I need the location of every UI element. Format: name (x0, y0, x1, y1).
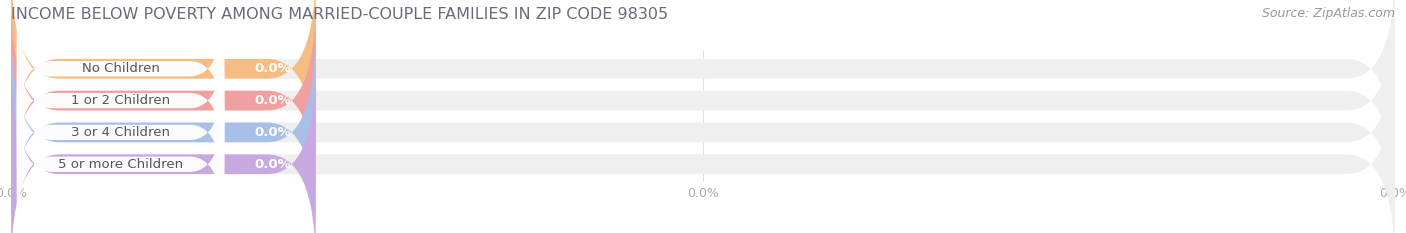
FancyBboxPatch shape (11, 63, 315, 233)
Text: INCOME BELOW POVERTY AMONG MARRIED-COUPLE FAMILIES IN ZIP CODE 98305: INCOME BELOW POVERTY AMONG MARRIED-COUPL… (11, 7, 668, 22)
FancyBboxPatch shape (11, 0, 315, 202)
Text: No Children: No Children (82, 62, 159, 75)
Text: 3 or 4 Children: 3 or 4 Children (72, 126, 170, 139)
Text: 0.0%: 0.0% (254, 126, 291, 139)
FancyBboxPatch shape (11, 63, 1395, 233)
Text: 5 or more Children: 5 or more Children (58, 158, 183, 171)
FancyBboxPatch shape (11, 0, 1395, 170)
FancyBboxPatch shape (11, 31, 1395, 233)
FancyBboxPatch shape (17, 0, 225, 141)
FancyBboxPatch shape (11, 0, 315, 170)
Text: 0.0%: 0.0% (254, 62, 291, 75)
FancyBboxPatch shape (17, 29, 225, 172)
Text: 0.0%: 0.0% (254, 158, 291, 171)
Text: 1 or 2 Children: 1 or 2 Children (70, 94, 170, 107)
Text: Source: ZipAtlas.com: Source: ZipAtlas.com (1261, 7, 1395, 20)
Text: 0.0%: 0.0% (254, 94, 291, 107)
FancyBboxPatch shape (11, 0, 1395, 202)
FancyBboxPatch shape (11, 31, 315, 233)
FancyBboxPatch shape (17, 61, 225, 204)
FancyBboxPatch shape (17, 92, 225, 233)
